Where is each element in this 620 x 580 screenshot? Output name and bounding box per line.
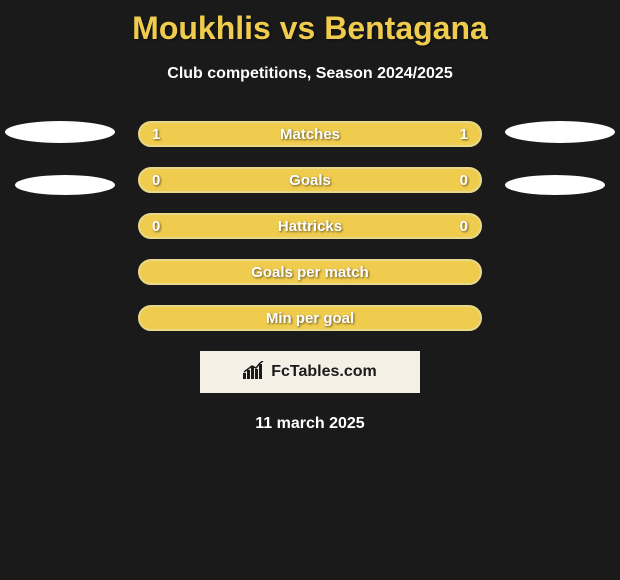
player-right-marker-1 <box>505 121 615 143</box>
source-text: FcTables.com <box>271 363 377 381</box>
date-text: 11 march 2025 <box>0 415 620 433</box>
stat-label: Hattricks <box>278 218 342 235</box>
stats-container: 1 Matches 1 0 Goals 0 0 Hattricks 0 Goal… <box>0 121 620 433</box>
stat-row: 1 Matches 1 <box>138 121 482 147</box>
stat-row: 0 Hattricks 0 <box>138 213 482 239</box>
stat-row: 0 Goals 0 <box>138 167 482 193</box>
player-left-marker-1 <box>5 121 115 143</box>
comparison-title: Moukhlis vs Bentagana <box>0 0 620 47</box>
stat-label: Matches <box>280 126 340 143</box>
chart-icon <box>243 361 265 384</box>
stat-row: Min per goal <box>138 305 482 331</box>
player-left-marker-2 <box>15 175 115 195</box>
stat-left-value: 1 <box>152 126 172 143</box>
stat-row: Goals per match <box>138 259 482 285</box>
stat-right-value: 0 <box>448 172 468 189</box>
comparison-subtitle: Club competitions, Season 2024/2025 <box>0 65 620 83</box>
stat-right-value: 1 <box>448 126 468 143</box>
stat-left-value: 0 <box>152 172 172 189</box>
stat-label: Min per goal <box>266 310 354 327</box>
stat-left-value: 0 <box>152 218 172 235</box>
player-right-marker-2 <box>505 175 605 195</box>
stat-right-value: 0 <box>448 218 468 235</box>
source-badge: FcTables.com <box>200 351 420 393</box>
stat-rows: 1 Matches 1 0 Goals 0 0 Hattricks 0 Goal… <box>138 121 482 331</box>
stat-label: Goals per match <box>251 264 369 281</box>
stat-label: Goals <box>289 172 331 189</box>
